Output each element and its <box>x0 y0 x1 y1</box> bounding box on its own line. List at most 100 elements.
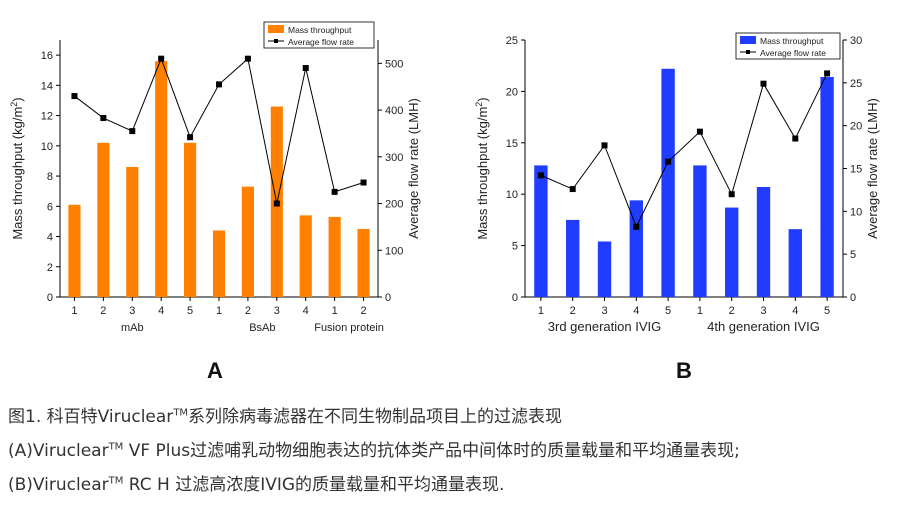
flow-rate-point <box>665 158 672 165</box>
flow-rate-point <box>824 70 831 77</box>
figure-caption-line-3: (B)ViruclearTM RC H 过滤高浓度IVIG的质量载量和平均通量表… <box>8 470 504 495</box>
x-tick-label: 3 <box>760 305 766 317</box>
caption-text: (B)Viruclear <box>8 475 109 495</box>
y-left-tick-label: 8 <box>47 171 53 183</box>
caption-text: VF Plus过滤哺乳动物细胞表达的抗体类产品中间体时的质量载量和平均通量表现; <box>123 441 740 461</box>
x-tick-label: 5 <box>824 305 830 317</box>
y-left-axis-label: Mass throughput (kg/m2) <box>9 97 25 239</box>
bar <box>212 230 226 297</box>
y-left-tick-label: 2 <box>47 262 53 274</box>
y-left-axis-label-superscript: 2 <box>474 102 484 107</box>
flow-rate-point <box>71 93 78 100</box>
flow-rate-point <box>537 172 544 179</box>
x-tick-label: 5 <box>665 305 671 317</box>
y-right-tick-label: 100 <box>385 245 403 257</box>
x-tick-label: 2 <box>570 305 576 317</box>
y-left-tick-label: 25 <box>506 35 518 47</box>
y-left-axis-label-superscript: 2 <box>9 102 19 107</box>
group-label: mAb <box>121 322 144 334</box>
panel-letter-b: B <box>676 358 692 383</box>
flow-rate-point <box>187 134 194 141</box>
legend-swatch-marker <box>274 39 278 43</box>
y-left-tick-label: 16 <box>41 50 53 62</box>
caption-text: 系列除病毒滤器在不同生物制品项目上的过滤表现 <box>188 407 563 427</box>
x-tick-label: 1 <box>216 305 222 317</box>
x-tick-label: 2 <box>245 305 251 317</box>
x-tick-label: 4 <box>158 305 164 317</box>
bar <box>184 142 197 297</box>
flow-rate-line <box>540 73 828 228</box>
flow-rate-point <box>273 200 280 207</box>
chart-b: 0 5 10 15 20 25 0 5 10 15 20 25 30 1 2 3 4 5 1 2 3 4 5 3rd gene… <box>474 32 880 334</box>
y-right-tick-label: 300 <box>385 152 403 164</box>
group-label: BsAb <box>249 322 275 334</box>
y-left-tick-label: 5 <box>512 241 518 253</box>
bar <box>299 215 312 297</box>
bar <box>756 187 771 297</box>
bar <box>357 228 370 297</box>
x-tick-label: 4 <box>633 305 639 317</box>
figure-caption-line-2: (A)ViruclearTM VF Plus过滤哺乳动物细胞表达的抗体类产品中间… <box>8 436 740 461</box>
flow-rate-point <box>569 186 576 193</box>
bar <box>126 166 139 297</box>
y-right-tick-label: 0 <box>385 292 391 304</box>
x-tick-label: 2 <box>360 305 366 317</box>
x-tick-label: 3 <box>601 305 607 317</box>
flow-rate-point <box>696 128 703 135</box>
y-left-tick-label: 12 <box>41 111 53 123</box>
flow-rate-point <box>633 223 640 230</box>
y-right-tick-label: 200 <box>385 199 403 211</box>
flow-rate-point <box>360 179 367 186</box>
x-tick-label: 3 <box>274 305 280 317</box>
bar <box>788 229 802 297</box>
y-left-tick-label: 0 <box>512 292 518 304</box>
caption-text: (A)Viruclear <box>8 441 109 461</box>
bar <box>328 216 341 297</box>
legend-label: Mass throughput <box>760 36 824 46</box>
x-tick-label: 4 <box>303 305 309 317</box>
legend-label: Mass throughput <box>288 25 352 35</box>
caption-text: 图1. 科百特Viruclear <box>8 407 174 427</box>
x-tick-label: 2 <box>729 305 735 317</box>
x-tick-label: 1 <box>697 305 703 317</box>
group-label: 3rd generation IVIG <box>548 319 661 334</box>
legend-swatch-bar <box>268 25 284 33</box>
bar <box>68 204 81 297</box>
y-right-tick-label: 30 <box>850 35 862 47</box>
flow-rate-point <box>302 65 309 72</box>
flow-rate-point <box>158 55 165 62</box>
y-right-tick-label: 0 <box>850 292 856 304</box>
y-left-tick-label: 10 <box>41 141 53 153</box>
x-tick-label: 4 <box>792 305 798 317</box>
y-left-tick-label: 20 <box>506 86 518 98</box>
bar <box>241 186 254 297</box>
x-tick-label: 5 <box>187 305 193 317</box>
y-right-axis-label: Average flow rate (LMH) <box>406 98 421 239</box>
y-right-tick-label: 25 <box>850 78 862 90</box>
x-tick-label: 1 <box>538 305 544 317</box>
x-tick-label: 2 <box>100 305 106 317</box>
bar <box>629 200 643 297</box>
flow-rate-point <box>129 128 136 135</box>
y-right-tick-label: 10 <box>850 206 862 218</box>
panel-letter-a: A <box>207 358 223 383</box>
bar <box>97 142 110 297</box>
trademark-mark: TM <box>108 475 124 487</box>
figure-caption-line-1: 图1. 科百特ViruclearTM系列除病毒滤器在不同生物制品项目上的过滤表现 <box>8 402 562 427</box>
flow-rate-point <box>728 191 735 198</box>
y-left-axis-label: Mass throughput (kg/m2) <box>474 97 490 239</box>
y-left-tick-label: 14 <box>41 80 53 92</box>
y-left-tick-label: 6 <box>47 201 53 213</box>
bar <box>661 68 675 297</box>
flow-rate-line <box>74 57 364 204</box>
flow-rate-point <box>601 142 608 149</box>
flow-rate-point <box>244 55 251 62</box>
y-right-tick-label: 500 <box>385 58 403 70</box>
bar <box>566 219 580 297</box>
y-right-tick-label: 15 <box>850 164 862 176</box>
flow-rate-point <box>760 80 767 87</box>
flow-rate-point <box>792 135 799 142</box>
y-left-tick-label: 15 <box>506 138 518 150</box>
bar <box>725 207 739 297</box>
